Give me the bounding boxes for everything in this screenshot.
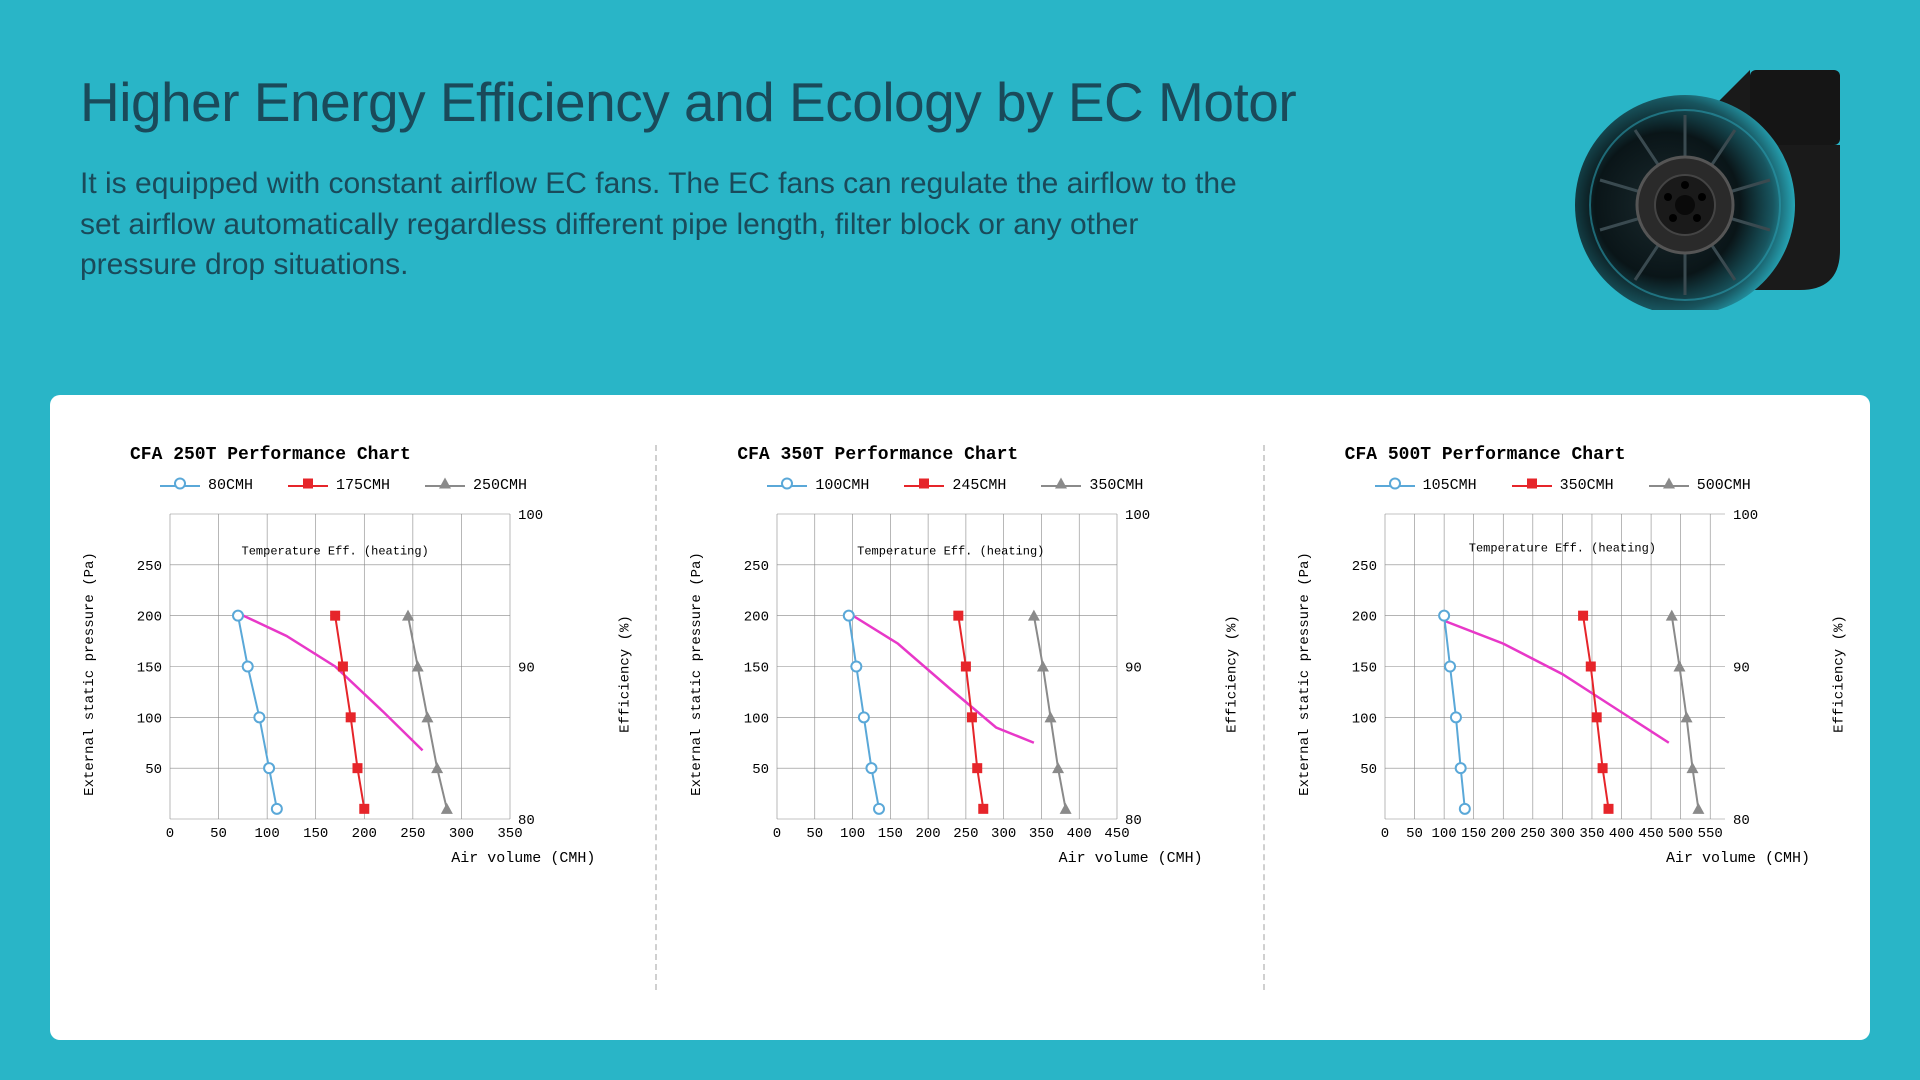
svg-text:450: 450 [1638, 826, 1663, 842]
svg-text:0: 0 [773, 826, 781, 842]
svg-text:250: 250 [744, 559, 769, 575]
svg-text:150: 150 [1351, 661, 1376, 677]
svg-text:500: 500 [1668, 826, 1693, 842]
svg-text:100: 100 [255, 826, 280, 842]
svg-text:150: 150 [303, 826, 328, 842]
svg-text:0: 0 [1380, 826, 1388, 842]
svg-text:90: 90 [518, 661, 535, 677]
svg-text:400: 400 [1067, 826, 1092, 842]
svg-text:400: 400 [1609, 826, 1634, 842]
svg-text:50: 50 [807, 826, 824, 842]
chart-title: CFA 250T Performance Chart [130, 445, 635, 465]
chart-3: CFA 500T Performance Chart 105CMH 350CMH 50… [1265, 395, 1870, 1040]
svg-text:250: 250 [1351, 559, 1376, 575]
y-axis-left-label: External static pressure (Pa) [82, 552, 98, 796]
svg-text:50: 50 [753, 762, 770, 778]
legend-item: 250CMH [425, 477, 527, 494]
svg-text:150: 150 [1461, 826, 1486, 842]
chart-legend: 105CMH 350CMH 500CMH [1375, 477, 1850, 494]
y-axis-left-label: External static pressure (Pa) [689, 552, 705, 796]
chart-legend: 100CMH 245CMH 350CMH [767, 477, 1242, 494]
svg-text:550: 550 [1697, 826, 1722, 842]
legend-item: 500CMH [1649, 477, 1751, 494]
svg-text:250: 250 [137, 559, 162, 575]
chart-title: CFA 500T Performance Chart [1345, 445, 1850, 465]
svg-text:Temperature Eff. (heating): Temperature Eff. (heating) [1468, 542, 1655, 556]
svg-text:100: 100 [744, 711, 769, 727]
svg-text:50: 50 [145, 762, 162, 778]
legend-item: 100CMH [767, 477, 869, 494]
svg-text:80: 80 [1733, 813, 1750, 829]
svg-text:90: 90 [1125, 661, 1142, 677]
svg-text:100: 100 [1351, 711, 1376, 727]
chart-svg: 0501001502002503003505010015020025080901… [120, 504, 550, 844]
svg-text:50: 50 [1406, 826, 1423, 842]
svg-text:Temperature Eff. (heating): Temperature Eff. (heating) [857, 545, 1044, 559]
y-axis-right-label: Efficiency (%) [617, 615, 633, 733]
svg-text:250: 250 [1520, 826, 1545, 842]
svg-text:0: 0 [166, 826, 174, 842]
svg-text:150: 150 [137, 661, 162, 677]
svg-text:100: 100 [1431, 826, 1456, 842]
chart-1: CFA 250T Performance Chart 80CMH 175CMH 250… [50, 395, 655, 1040]
chart-legend: 80CMH 175CMH 250CMH [160, 477, 635, 494]
svg-text:200: 200 [1351, 610, 1376, 626]
plot-area: External static pressure (Pa)Efficiency … [727, 504, 1202, 844]
svg-text:300: 300 [449, 826, 474, 842]
svg-text:350: 350 [1579, 826, 1604, 842]
svg-text:Temperature Eff. (heating): Temperature Eff. (heating) [242, 545, 429, 559]
legend-item: 175CMH [288, 477, 390, 494]
plot-area: External static pressure (Pa)Efficiency … [120, 504, 595, 844]
x-axis-label: Air volume (CMH) [677, 850, 1202, 867]
svg-text:100: 100 [518, 508, 543, 524]
y-axis-right-label: Efficiency (%) [1832, 615, 1848, 733]
charts-panel: CFA 250T Performance Chart 80CMH 175CMH 250… [50, 395, 1870, 1040]
legend-item: 350CMH [1512, 477, 1614, 494]
legend-item: 80CMH [160, 477, 253, 494]
svg-text:250: 250 [400, 826, 425, 842]
svg-text:100: 100 [840, 826, 865, 842]
motor-image [1540, 50, 1850, 310]
svg-text:300: 300 [991, 826, 1016, 842]
plot-area: External static pressure (Pa)Efficiency … [1335, 504, 1810, 844]
svg-text:150: 150 [744, 661, 769, 677]
legend-item: 245CMH [904, 477, 1006, 494]
svg-text:300: 300 [1549, 826, 1574, 842]
svg-text:80: 80 [1125, 813, 1142, 829]
chart-svg: 0501001502002503003504004505005505010015… [1335, 504, 1765, 844]
svg-text:100: 100 [1125, 508, 1150, 524]
svg-text:200: 200 [744, 610, 769, 626]
svg-text:50: 50 [1360, 762, 1377, 778]
y-axis-right-label: Efficiency (%) [1225, 615, 1241, 733]
legend-item: 105CMH [1375, 477, 1477, 494]
svg-text:250: 250 [954, 826, 979, 842]
x-axis-label: Air volume (CMH) [1285, 850, 1810, 867]
svg-text:200: 200 [352, 826, 377, 842]
x-axis-label: Air volume (CMH) [70, 850, 595, 867]
svg-text:350: 350 [1029, 826, 1054, 842]
svg-text:90: 90 [1733, 661, 1750, 677]
svg-text:150: 150 [878, 826, 903, 842]
y-axis-left-label: External static pressure (Pa) [1297, 552, 1313, 796]
legend-item: 350CMH [1041, 477, 1143, 494]
svg-text:100: 100 [137, 711, 162, 727]
svg-text:100: 100 [1733, 508, 1758, 524]
header: Higher Energy Efficiency and Ecology by … [0, 0, 1920, 316]
page-description: It is equipped with constant airflow EC … [80, 164, 1260, 286]
chart-2: CFA 350T Performance Chart 100CMH 245CMH 35… [657, 395, 1262, 1040]
svg-text:200: 200 [916, 826, 941, 842]
chart-title: CFA 350T Performance Chart [737, 445, 1242, 465]
svg-text:80: 80 [518, 813, 535, 829]
chart-svg: 0501001502002503003504004505010015020025… [727, 504, 1157, 844]
svg-text:50: 50 [210, 826, 227, 842]
svg-text:200: 200 [1490, 826, 1515, 842]
svg-text:200: 200 [137, 610, 162, 626]
